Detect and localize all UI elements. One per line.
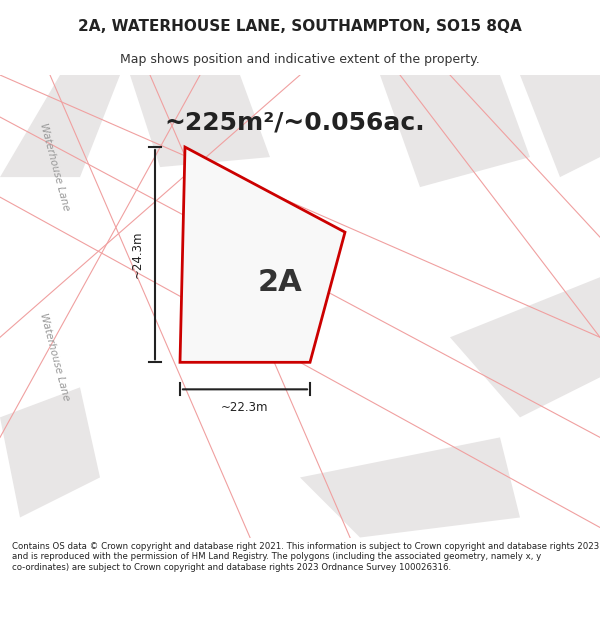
Text: 2A, WATERHOUSE LANE, SOUTHAMPTON, SO15 8QA: 2A, WATERHOUSE LANE, SOUTHAMPTON, SO15 8…: [78, 19, 522, 34]
Text: ~24.3m: ~24.3m: [131, 231, 143, 279]
Polygon shape: [0, 388, 100, 518]
Text: Waterhouse Lane: Waterhouse Lane: [38, 122, 71, 212]
Text: Map shows position and indicative extent of the property.: Map shows position and indicative extent…: [120, 52, 480, 66]
Polygon shape: [450, 278, 600, 418]
Text: Waterhouse Lane: Waterhouse Lane: [38, 312, 71, 402]
Polygon shape: [180, 147, 345, 362]
Text: Contains OS data © Crown copyright and database right 2021. This information is : Contains OS data © Crown copyright and d…: [12, 542, 599, 572]
Polygon shape: [0, 75, 120, 177]
Text: ~225m²/~0.056ac.: ~225m²/~0.056ac.: [164, 110, 425, 134]
Polygon shape: [300, 438, 520, 538]
Polygon shape: [380, 75, 530, 187]
Text: ~22.3m: ~22.3m: [221, 401, 269, 414]
Text: 2A: 2A: [257, 268, 302, 297]
Polygon shape: [520, 75, 600, 177]
Polygon shape: [130, 75, 270, 167]
